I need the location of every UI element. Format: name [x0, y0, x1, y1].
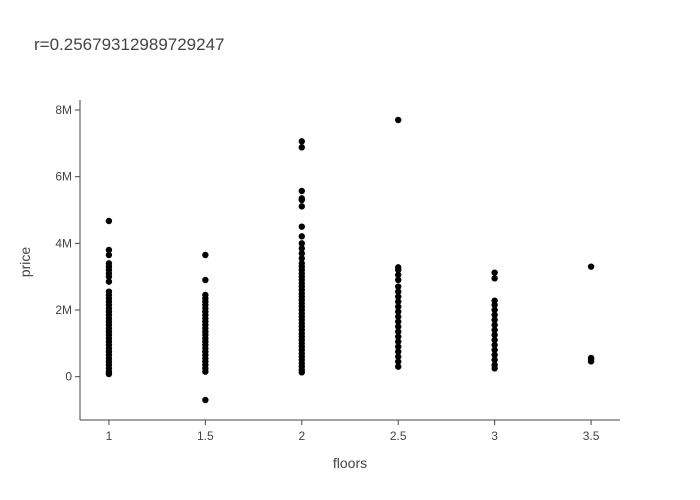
data-point — [395, 328, 402, 335]
data-point — [395, 333, 402, 340]
y-tick-label: 8M — [55, 103, 72, 117]
data-point — [395, 293, 402, 300]
data-point — [298, 245, 305, 252]
data-point — [298, 187, 305, 195]
data-point — [395, 313, 402, 320]
data-point — [491, 275, 498, 282]
data-point — [491, 346, 498, 354]
data-point — [202, 368, 209, 375]
y-axis-label: price — [17, 247, 33, 278]
data-point — [587, 358, 595, 365]
data-point — [491, 365, 498, 372]
data-point — [105, 278, 113, 285]
chart-title: r=0.25679312989729247 — [34, 35, 225, 54]
data-point — [395, 363, 402, 370]
data-point — [491, 316, 498, 324]
x-tick-label: 1.5 — [197, 429, 214, 443]
data-point — [395, 288, 402, 295]
y-tick-label: 4M — [55, 236, 72, 250]
data-point — [395, 308, 402, 315]
x-tick-label: 2.5 — [390, 429, 407, 443]
data-point — [298, 250, 305, 257]
data-point — [298, 196, 305, 204]
data-point — [298, 203, 305, 210]
data-point — [298, 223, 305, 230]
data-point — [298, 369, 305, 376]
data-point — [491, 326, 498, 334]
x-axis-ticks: 1 1.5 2 2.5 3 3.5 — [106, 420, 600, 443]
data-point — [298, 240, 305, 247]
data-point — [105, 370, 113, 378]
y-tick-label: 0 — [65, 370, 72, 384]
data-point — [395, 276, 402, 284]
data-point — [491, 356, 498, 364]
data-point — [395, 353, 402, 360]
data-point — [491, 336, 498, 344]
data-point — [298, 255, 305, 262]
data-point — [105, 251, 113, 259]
data-point — [491, 321, 498, 329]
data-point — [395, 338, 402, 345]
data-points — [105, 116, 595, 404]
data-point — [298, 233, 305, 240]
y-tick-label: 6M — [55, 170, 72, 184]
data-point — [491, 311, 498, 319]
data-point — [491, 331, 498, 339]
data-point — [491, 269, 498, 276]
data-point — [202, 276, 209, 284]
x-tick-label: 2 — [298, 429, 305, 443]
axes-layer — [79, 100, 620, 421]
data-point — [491, 351, 498, 359]
data-point — [395, 303, 402, 310]
data-point — [395, 343, 402, 350]
data-point — [105, 246, 113, 254]
data-point — [395, 348, 402, 355]
data-point — [395, 266, 402, 274]
data-point — [395, 323, 402, 330]
data-point — [202, 251, 209, 259]
data-point — [491, 301, 498, 309]
data-point — [105, 273, 113, 280]
x-tick-label: 1 — [106, 429, 113, 443]
data-point — [491, 306, 498, 314]
x-axis-label: floors — [333, 455, 367, 471]
y-axis-ticks: 0 2M 4M 6M 8M — [55, 103, 80, 384]
data-point — [395, 116, 402, 124]
data-point — [587, 263, 595, 270]
data-point — [105, 217, 113, 225]
data-point — [395, 298, 402, 305]
data-point — [395, 318, 402, 325]
data-point — [395, 271, 402, 279]
y-tick-label: 2M — [55, 303, 72, 317]
data-point — [298, 138, 305, 145]
data-point — [395, 358, 402, 365]
data-point — [202, 396, 209, 404]
data-point — [298, 144, 305, 151]
x-tick-label: 3 — [491, 429, 498, 443]
x-tick-label: 3.5 — [583, 429, 600, 443]
data-point — [395, 283, 402, 290]
data-point — [491, 341, 498, 349]
